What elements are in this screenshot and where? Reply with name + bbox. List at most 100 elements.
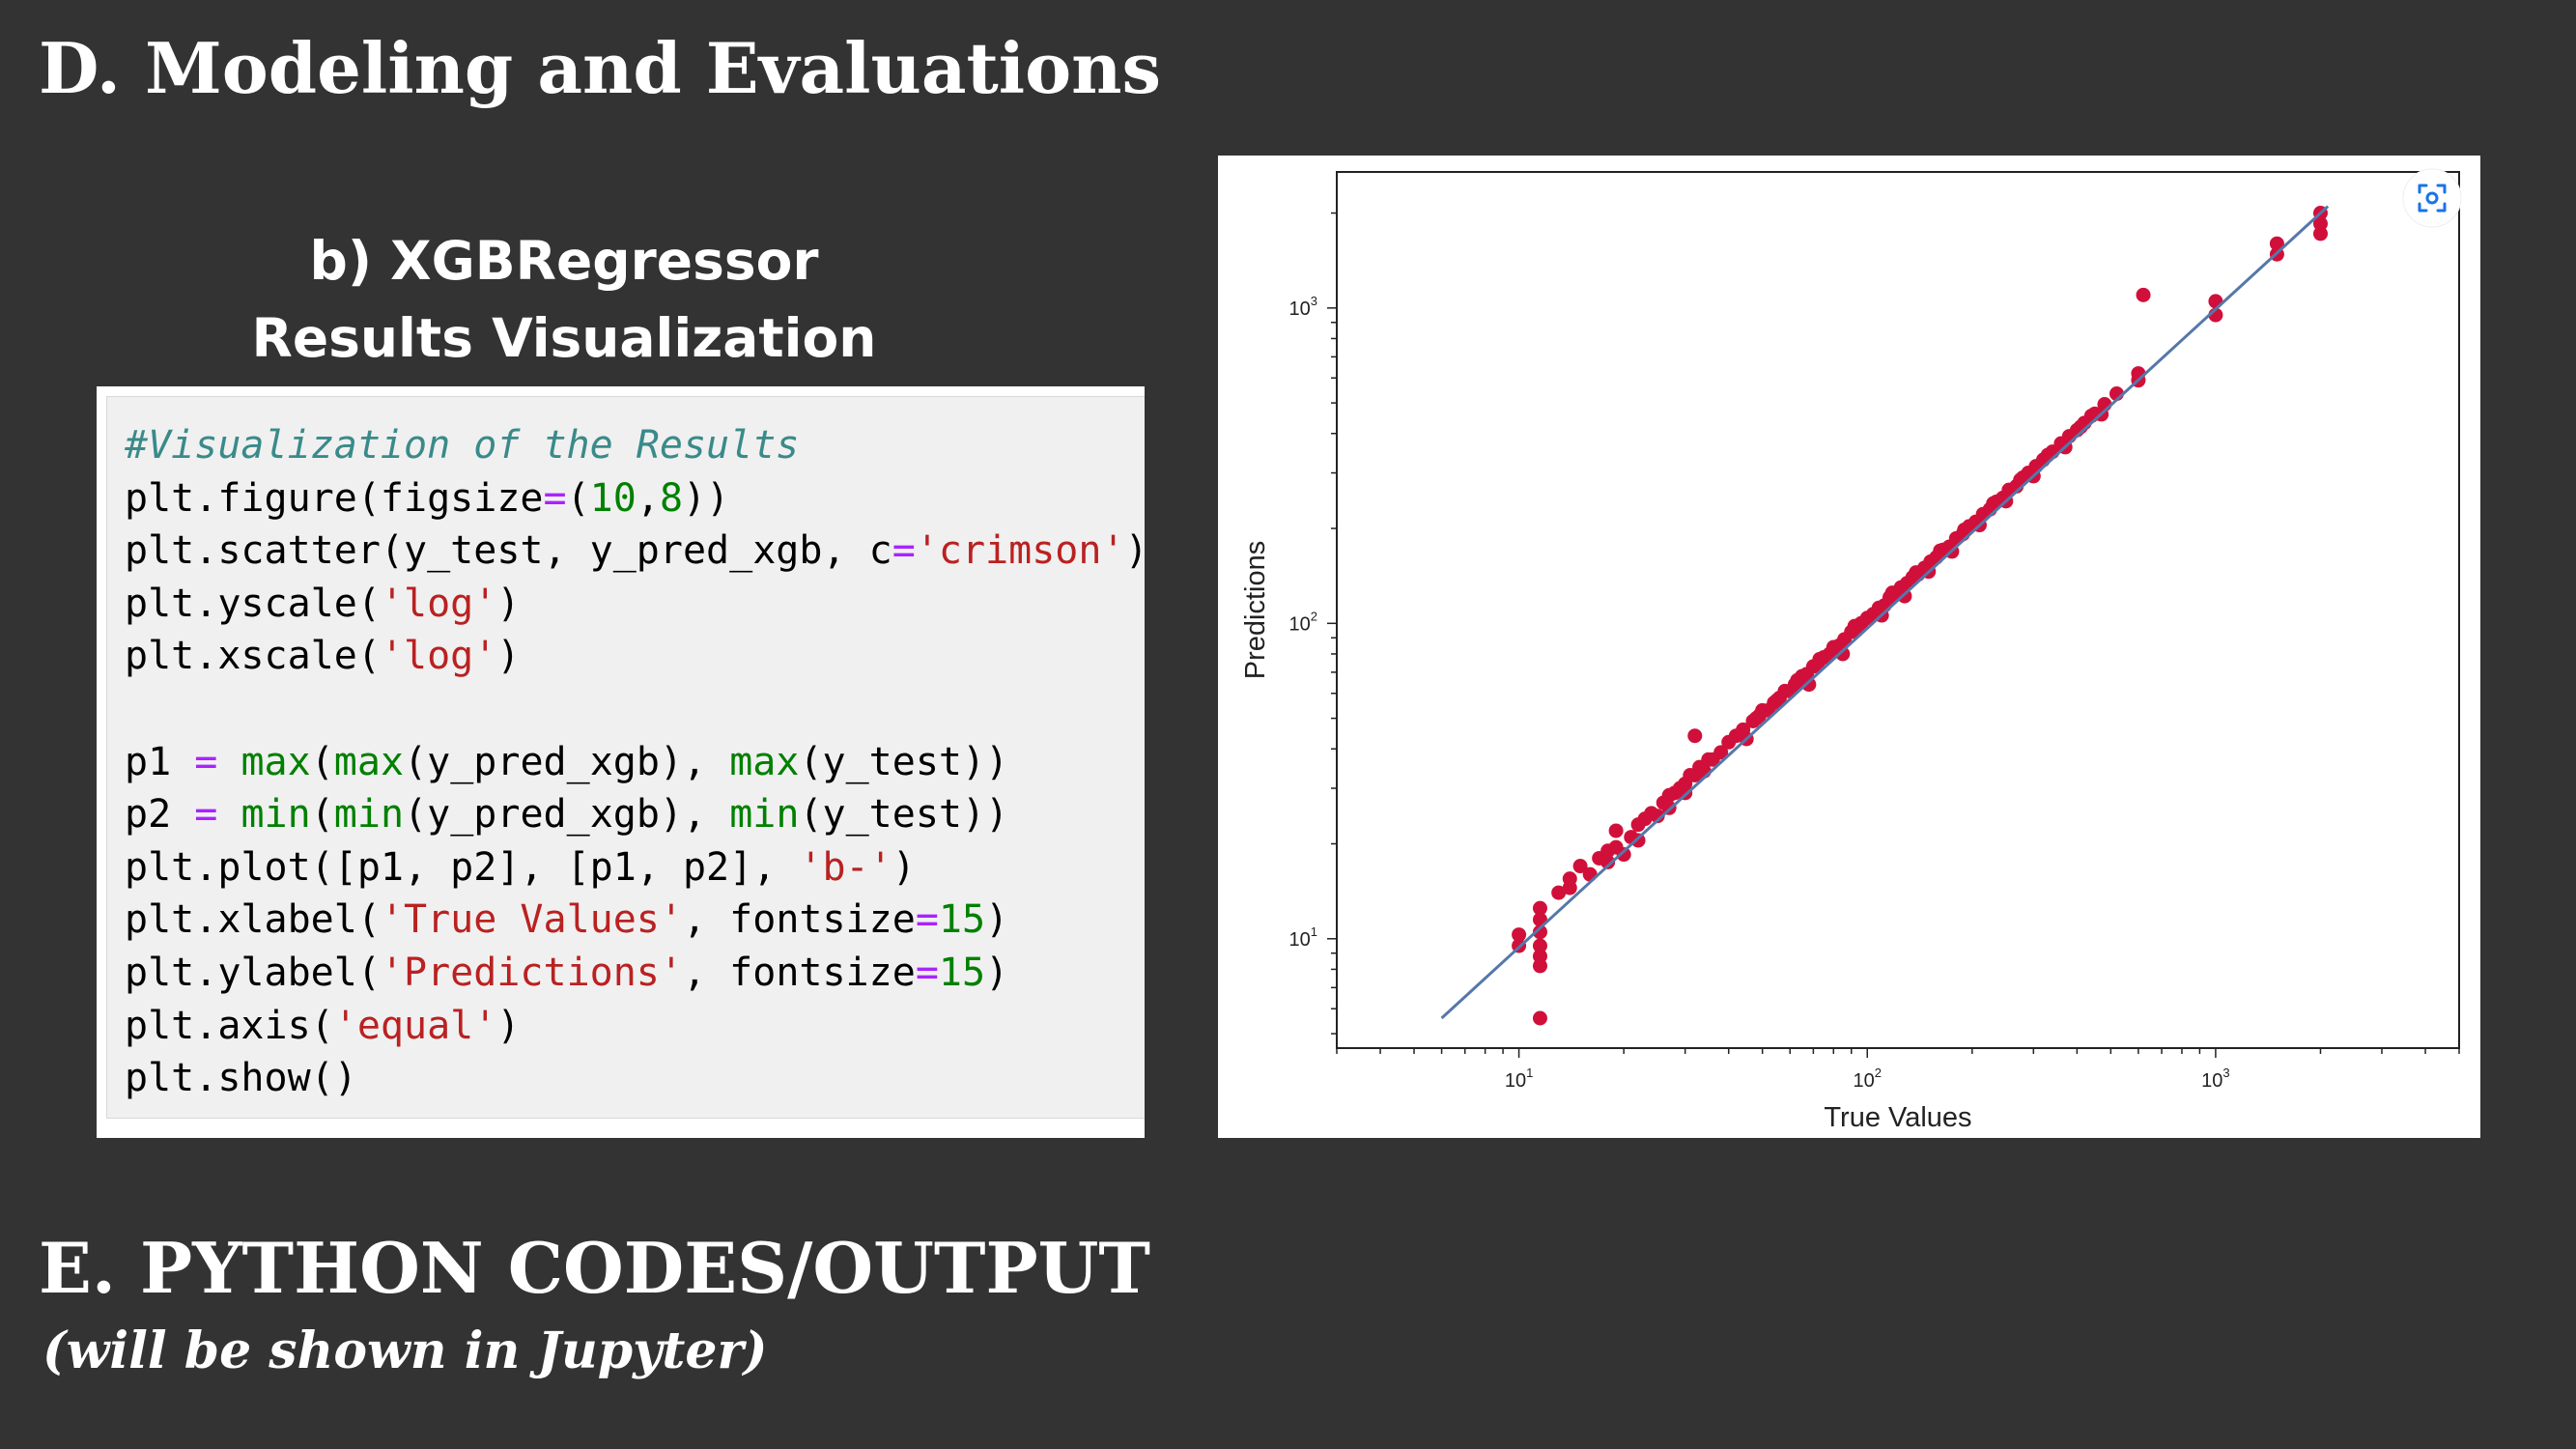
code-token: 10 — [589, 475, 637, 521]
code-token: 'Predictions' — [380, 950, 683, 995]
code-line: plt.xlabel('True Values', fontsize=15) — [125, 894, 1145, 947]
code-token: ) — [985, 897, 1009, 943]
scatter-point — [1512, 927, 1527, 943]
scatter-point — [1608, 823, 1624, 838]
code-token: )) — [683, 475, 730, 521]
y-tick-base: 10 — [1289, 613, 1311, 635]
code-token: p1 — [125, 739, 195, 784]
scatter-point — [1801, 677, 1817, 693]
code-line: plt.figure(figsize=(10,8)) — [125, 472, 1145, 526]
chart-output: 101 102 103 101 102 103 True Values Predictions — [1218, 156, 2480, 1138]
scatter-point — [1790, 672, 1805, 688]
code-token — [217, 792, 241, 837]
code-token: = — [915, 897, 939, 943]
code-token: ) — [985, 950, 1009, 995]
code-line: p2 = min(min(y_pred_xgb), min(y_test)) — [125, 788, 1145, 841]
code-token: 'b-' — [799, 844, 892, 890]
code-token: plt.show() — [125, 1056, 357, 1101]
code-token: (y_pred_xgb), — [404, 739, 730, 784]
scatter-point — [1572, 859, 1588, 874]
code-token: min — [241, 792, 311, 838]
code-token: 8 — [659, 475, 684, 521]
y-tick-label: 103 — [1289, 294, 1317, 320]
code-line — [125, 683, 1145, 736]
scatter-point — [1986, 496, 2001, 511]
code-token: plt.xlabel( — [125, 897, 381, 943]
x-tick-exp: 3 — [2222, 1065, 2229, 1080]
code-line: plt.show() — [125, 1052, 1145, 1105]
scatter-point — [1933, 543, 1948, 558]
y-tick-label: 102 — [1289, 609, 1317, 635]
code-token: plt.axis( — [125, 1003, 334, 1048]
scatter-point — [1600, 854, 1616, 869]
x-tick-label: 102 — [1854, 1065, 1882, 1092]
scatter-point — [1835, 646, 1851, 662]
x-tick-base: 10 — [1505, 1070, 1526, 1092]
code-token: (y_pred_xgb), — [404, 792, 730, 838]
plot-frame — [1336, 171, 2460, 1049]
scatter-point — [1630, 833, 1646, 848]
code-token: #Visualization of the Results — [125, 423, 800, 468]
scatter-point — [1532, 938, 1547, 953]
code-cell-input[interactable]: #Visualization of the Results plt.figure(… — [106, 396, 1148, 1119]
code-token: plt.figure(figsize — [125, 475, 544, 521]
code-token: min — [729, 792, 800, 838]
scatter-point — [1562, 871, 1577, 887]
code-token: 'equal' — [333, 1003, 497, 1048]
code-token: = — [915, 950, 939, 995]
y-tick-exp: 3 — [1311, 294, 1317, 308]
code-token: plt.xscale( — [125, 634, 381, 679]
scatter-point — [1532, 1010, 1547, 1026]
code-line: plt.ylabel('Predictions', fontsize=15) — [125, 947, 1145, 1000]
code-token: p2 — [125, 792, 195, 838]
scatter-point — [1687, 728, 1703, 744]
code-token: ) — [496, 581, 521, 626]
scatter-point — [1769, 693, 1785, 708]
code-token: plt.plot([p1, p2], [p1, p2], — [125, 844, 800, 890]
code-cell: #Visualization of the Results plt.figure(… — [97, 386, 1148, 1138]
code-token: ( — [566, 475, 590, 521]
code-token: = — [543, 475, 567, 521]
code-line: #Visualization of the Results — [125, 419, 1145, 472]
code-token: max — [729, 739, 800, 784]
code-token: ) — [496, 1003, 521, 1048]
scatter-point — [1909, 565, 1924, 581]
y-tick-base: 10 — [1289, 929, 1311, 951]
section-d-title: D. Modeling and Evaluations — [39, 27, 1161, 109]
code-token: , fontsize — [682, 897, 916, 943]
x-tick-base: 10 — [1854, 1070, 1875, 1092]
code-token: (y_test)) — [799, 792, 1009, 838]
expand-image-icon[interactable] — [2402, 168, 2462, 228]
y-axis-label: Predictions — [1240, 541, 1271, 679]
code-line: p1 = max(max(y_pred_xgb), max(y_test)) — [125, 736, 1145, 789]
code-token: 15 — [938, 897, 986, 943]
code-token: ( — [310, 739, 334, 784]
x-tick-base: 10 — [2201, 1070, 2222, 1092]
x-tick-exp: 1 — [1526, 1065, 1533, 1080]
x-tick-label: 103 — [2201, 1065, 2229, 1092]
x-axis-label: True Values — [1824, 1102, 1971, 1133]
scatter-point — [1748, 711, 1764, 726]
code-token: min — [333, 792, 405, 838]
code-token: = — [194, 792, 218, 838]
scatter-point — [2136, 287, 2151, 302]
subheading: b) XGBRegressor Results Visualization — [97, 222, 1032, 377]
y-tick-exp: 2 — [1311, 609, 1317, 623]
code-token: 15 — [938, 950, 986, 995]
code-line: plt.xscale('log') — [125, 630, 1145, 683]
code-token: ) — [1124, 528, 1148, 574]
scatter-point — [1650, 809, 1665, 824]
scatter-point — [2312, 216, 2328, 232]
subheading-line-1: b) XGBRegressor — [309, 230, 819, 292]
scatter-point — [1532, 900, 1547, 916]
scatter-point — [1847, 618, 1862, 634]
y-tick-exp: 1 — [1311, 924, 1317, 939]
code-token: max — [333, 739, 405, 784]
code-token: plt.ylabel( — [125, 950, 381, 995]
code-line: plt.plot([p1, p2], [p1, p2], 'b-') — [125, 841, 1145, 895]
scatter-point — [1616, 847, 1631, 863]
scatter-point — [1812, 651, 1827, 667]
scatter-point — [1551, 885, 1567, 900]
x-tick-label: 101 — [1505, 1065, 1533, 1092]
